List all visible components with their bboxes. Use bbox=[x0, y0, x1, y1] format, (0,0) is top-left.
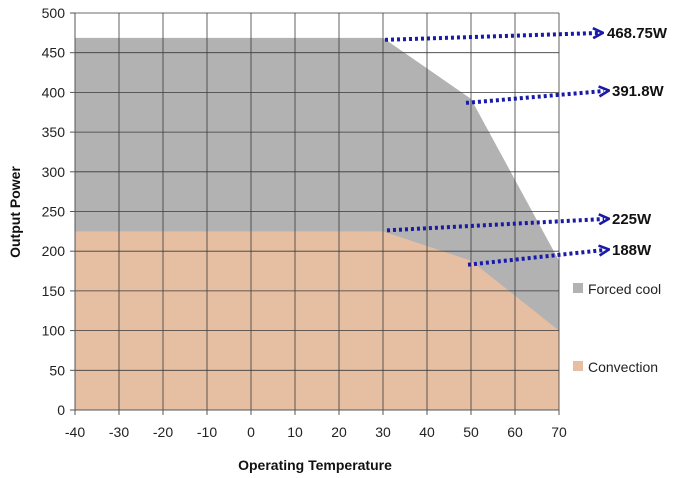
annotation-label: 391.8W bbox=[612, 83, 665, 100]
annotation-label: 188W bbox=[612, 242, 652, 259]
y-tick-label: 100 bbox=[42, 323, 66, 339]
legend-label: Convection bbox=[588, 359, 658, 375]
y-axis-title: Output Power bbox=[7, 166, 23, 258]
legend: Forced cool Convection bbox=[573, 281, 661, 375]
y-tick-label: 400 bbox=[42, 84, 66, 100]
x-tick-label: 30 bbox=[375, 424, 391, 440]
area-convection bbox=[75, 231, 559, 410]
x-axis-title: Operating Temperature bbox=[238, 457, 392, 473]
x-tick-label: 40 bbox=[419, 424, 435, 440]
x-tick-label: 50 bbox=[463, 424, 479, 440]
annotation-label: 225W bbox=[612, 211, 652, 228]
y-tick-label: 450 bbox=[42, 45, 66, 61]
x-tick-label: 0 bbox=[247, 424, 255, 440]
y-tick-label: 500 bbox=[42, 5, 66, 21]
annotations: 468.75W 391.8W 225W 188W bbox=[384, 25, 668, 267]
legend-label: Forced cool bbox=[588, 281, 661, 297]
x-tick-label: 10 bbox=[287, 424, 303, 440]
y-tick-label: 350 bbox=[42, 124, 66, 140]
annotation-arrow bbox=[467, 250, 604, 267]
x-tick-label: 60 bbox=[507, 424, 523, 440]
x-tick-label: 20 bbox=[331, 424, 347, 440]
y-tick-label: 300 bbox=[42, 164, 66, 180]
annotation-arrow bbox=[465, 91, 604, 105]
annotation-label: 468.75W bbox=[607, 25, 668, 42]
legend-swatch bbox=[573, 361, 583, 371]
x-tick-label: -40 bbox=[65, 424, 85, 440]
legend-swatch bbox=[573, 283, 583, 293]
y-tick-label: 200 bbox=[42, 243, 66, 259]
series-areas bbox=[75, 37, 559, 410]
x-tick-label: 70 bbox=[551, 424, 567, 440]
x-tick-label: -30 bbox=[109, 424, 129, 440]
y-tick-label: 50 bbox=[49, 362, 65, 378]
annotation-arrow bbox=[384, 33, 598, 42]
annotation-arrow bbox=[386, 219, 604, 233]
y-tick-label: 150 bbox=[42, 283, 66, 299]
gridlines bbox=[74, 12, 560, 411]
axes bbox=[70, 12, 560, 415]
x-tick-label: -20 bbox=[153, 424, 173, 440]
y-tick-label: 250 bbox=[42, 204, 66, 220]
x-tick-label: -10 bbox=[197, 424, 217, 440]
y-tick-label: 0 bbox=[57, 402, 65, 418]
